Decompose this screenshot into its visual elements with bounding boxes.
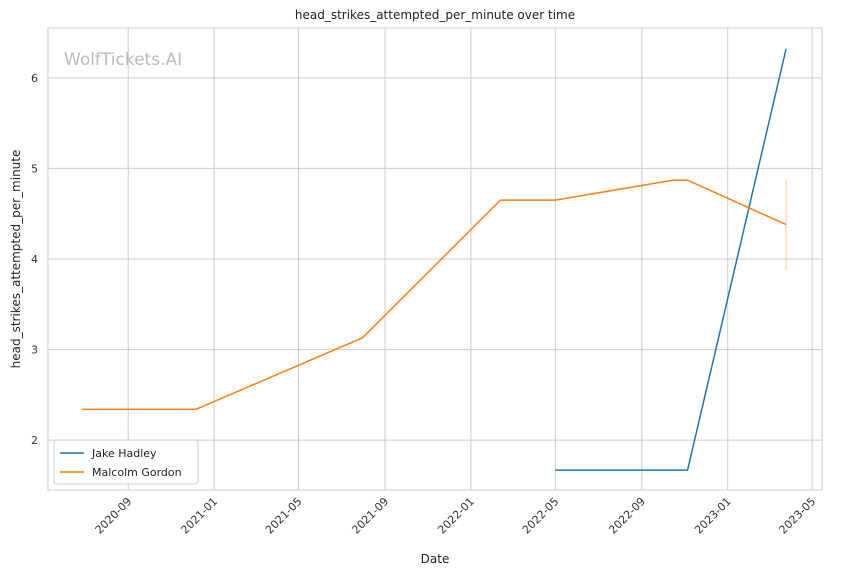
x-tick-label: 2022-05: [520, 495, 562, 537]
x-tick-label: 2020-09: [93, 495, 135, 537]
x-tick-label: 2023-05: [777, 495, 819, 537]
legend-label: Jake Hadley: [91, 447, 157, 460]
x-tick-label: 2023-01: [692, 495, 734, 537]
x-tick-label: 2022-09: [606, 495, 648, 537]
legend-label: Malcolm Gordon: [92, 466, 182, 479]
series: [81, 48, 787, 471]
chart-title: head_strikes_attempted_per_minute over t…: [295, 8, 575, 22]
x-tick-label: 2021-01: [178, 495, 220, 537]
series-line-malcolm-gordon: [81, 179, 787, 411]
watermark: WolfTickets.AI: [64, 50, 182, 70]
y-tick-label: 2: [31, 434, 38, 447]
y-tick-label: 4: [31, 253, 38, 266]
series-line-jake-hadley: [555, 48, 787, 471]
x-tick-label: 2022-01: [435, 495, 477, 537]
y-axis-title: head_strikes_attempted_per_minute: [9, 150, 23, 369]
x-tick-label: 2021-05: [263, 495, 305, 537]
legend: Jake Hadley Malcolm Gordon: [53, 439, 199, 485]
y-tick-label: 5: [31, 162, 38, 175]
y-tick-label: 3: [31, 344, 38, 357]
plot-frame: [47, 27, 823, 491]
grid: [48, 28, 822, 490]
y-tick-label: 6: [31, 72, 38, 85]
x-axis-title: Date: [421, 552, 450, 566]
x-tick-label: 2021-09: [349, 495, 391, 537]
legend-box: [53, 439, 199, 485]
